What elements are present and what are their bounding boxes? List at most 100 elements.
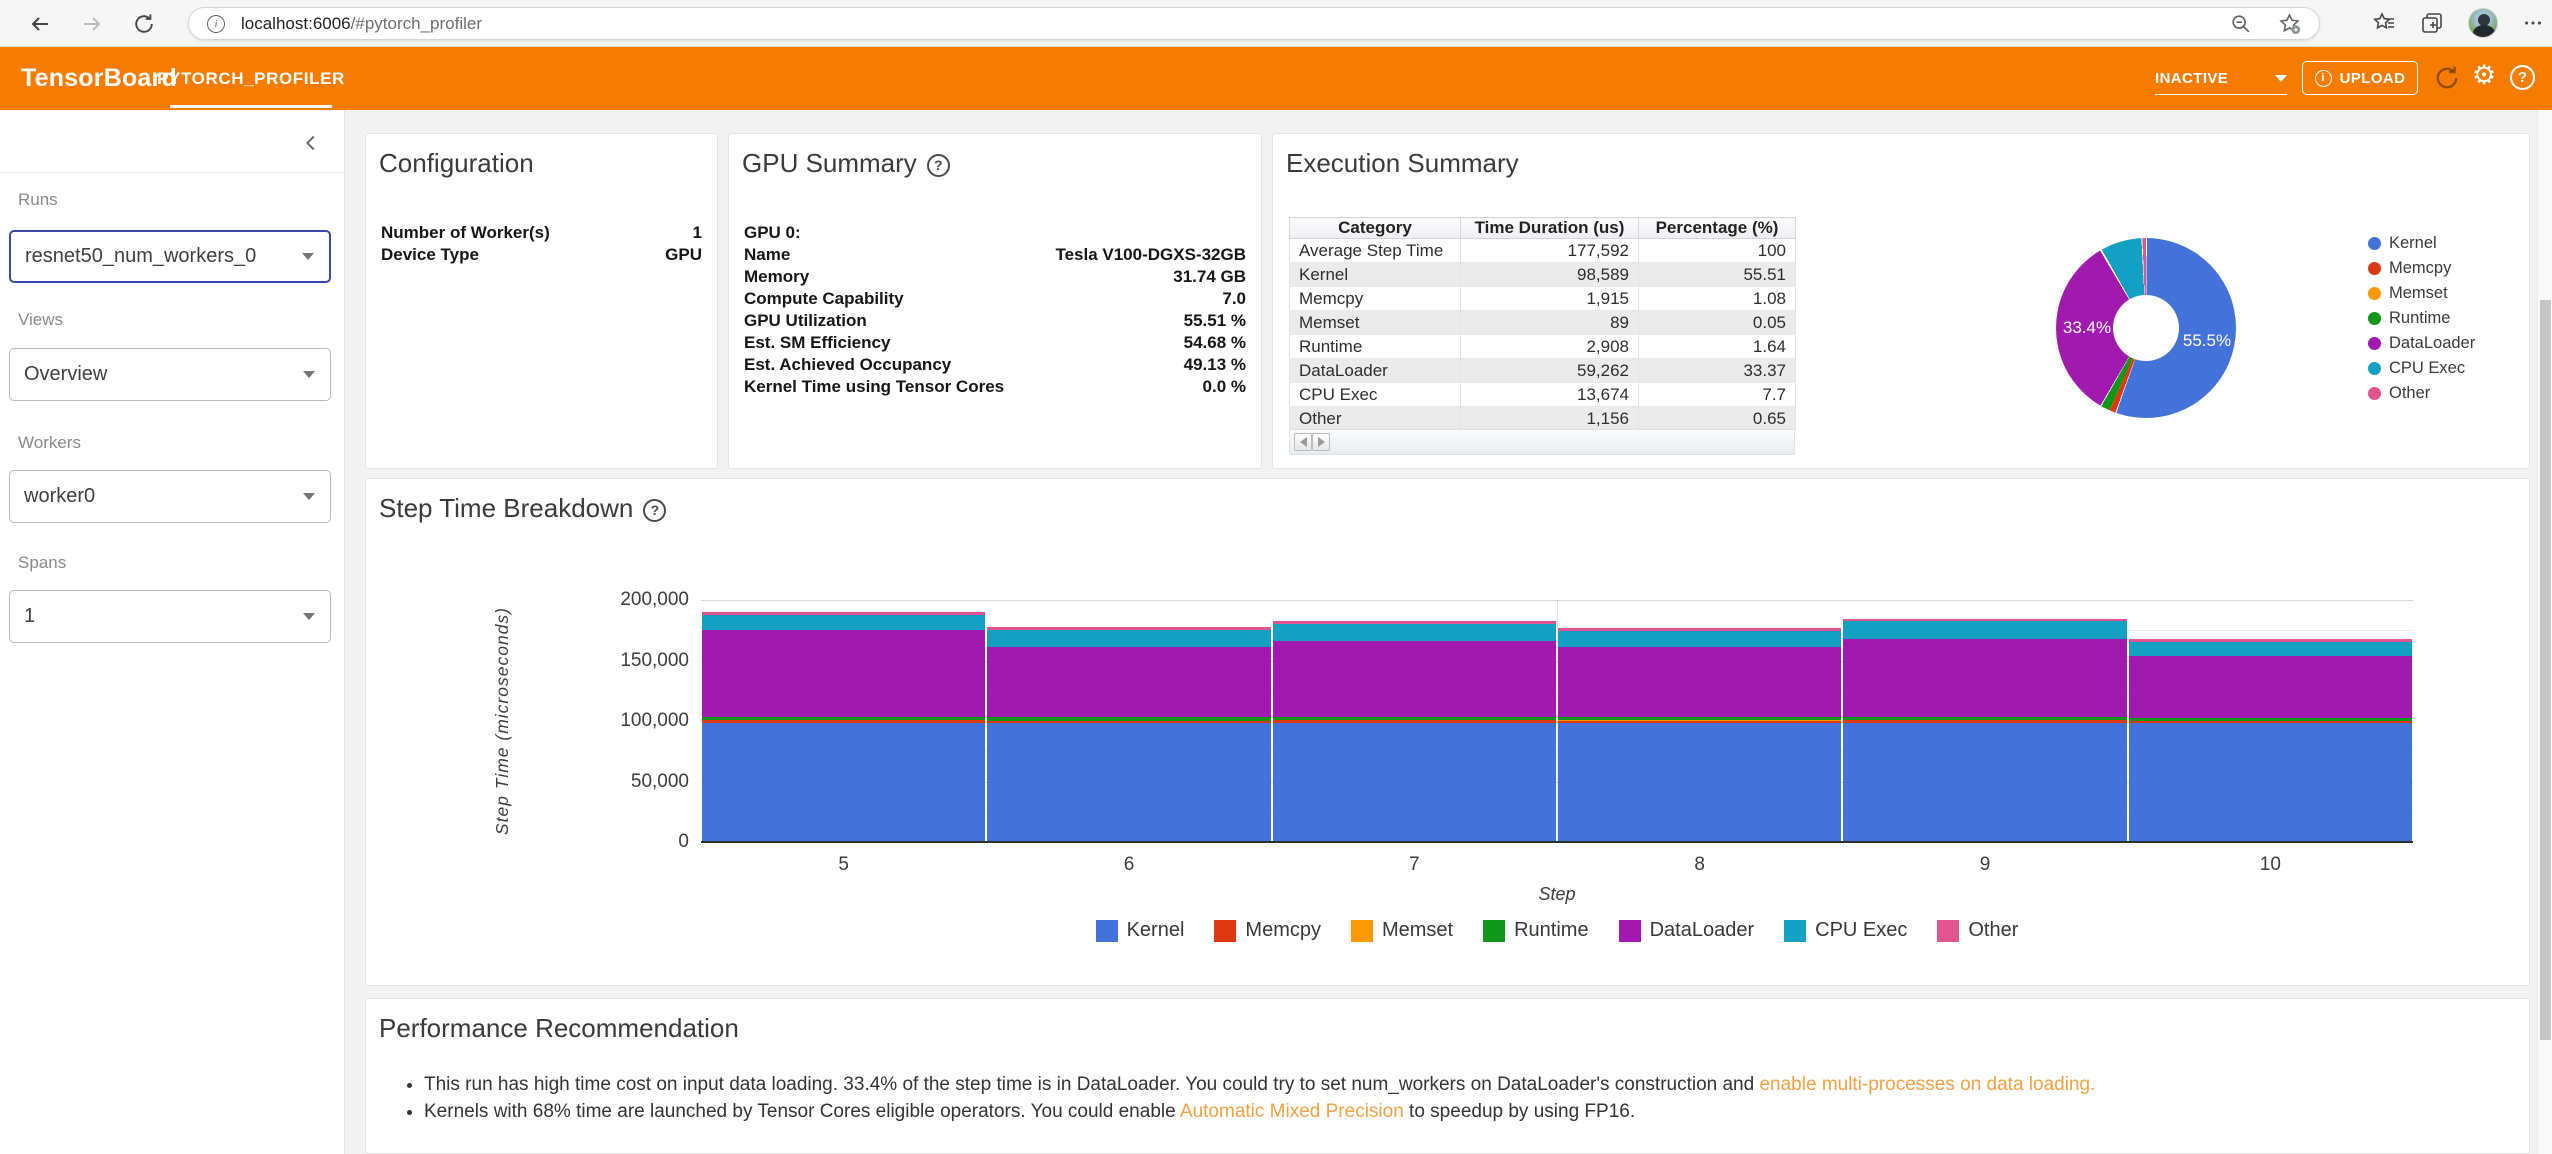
upload-button[interactable]: i UPLOAD — [2302, 61, 2418, 95]
bar-segment-other — [702, 612, 986, 615]
legend-item: Memset — [1350, 919, 1453, 942]
kv-label: Number of Worker(s) — [381, 223, 550, 242]
table-header-cell[interactable]: Category — [1289, 217, 1461, 239]
execution-summary-table: Category Time Duration (us) Percentage (%)… — [1289, 217, 1796, 431]
run-status-dropdown[interactable]: INACTIVE — [2155, 63, 2287, 95]
recommendation-link[interactable]: enable multi-processes on data loading. — [1759, 1074, 2096, 1095]
kv-row: Name Tesla V100-DGXS-32GB — [744, 244, 1246, 266]
runs-label: Runs — [18, 190, 58, 209]
legend-item: Memcpy — [2368, 259, 2475, 278]
table-cell-category: Memcpy — [1289, 286, 1461, 311]
recommendation-text: to speedup by using FP16. — [1403, 1101, 1636, 1122]
browser-menu-icon[interactable] — [2522, 12, 2544, 34]
kv-value: 7.0 — [1222, 289, 1246, 308]
execution-summary-title: Execution Summary — [1286, 148, 1519, 178]
bar-column — [1842, 600, 2127, 842]
browser-forward-icon[interactable] — [76, 8, 108, 40]
browser-back-icon[interactable] — [24, 8, 56, 40]
table-pagination — [1289, 429, 1795, 455]
site-info-icon[interactable]: i — [207, 14, 225, 33]
sidebar-collapse-icon[interactable] — [300, 132, 322, 154]
pie-slice-label: 55.5% — [2182, 331, 2232, 350]
workers-label: Workers — [18, 433, 81, 452]
legend-label: Memcpy — [2389, 259, 2452, 277]
kv-row: Compute Capability 7.0 — [744, 288, 1246, 310]
gridline — [701, 690, 2413, 692]
bar-segment-kernel — [1843, 722, 2127, 842]
zoom-out-icon[interactable] — [2230, 13, 2252, 35]
table-cell-category: DataLoader — [1289, 358, 1461, 383]
table-cell-number: 177,592 — [1460, 238, 1639, 263]
legend-label: Other — [2389, 384, 2431, 402]
bar-column — [2128, 600, 2413, 842]
legend-label: Runtime — [2389, 309, 2451, 327]
x-axis-tick-label: 10 — [2259, 854, 2281, 875]
kv-value: 55.51 % — [1183, 311, 1246, 330]
legend-swatch — [2368, 312, 2381, 325]
gpu-summary-card: GPU Summary ? GPU 0: Name Tesla V100-DGXS-… — [728, 133, 1262, 469]
bar-segment-dataloader — [1558, 647, 1842, 717]
kv-row: GPU Utilization 55.51 % — [744, 310, 1246, 332]
profile-avatar[interactable] — [2468, 8, 2498, 38]
bar-segment-dataloader — [1272, 640, 1556, 717]
donut-hole — [2113, 295, 2179, 361]
performance-recommendation-card: Performance Recommendation This run has … — [365, 998, 2530, 1154]
step-time-breakdown-card: Step Time Breakdown ? Step Time (microse… — [365, 478, 2530, 986]
table-header-cell[interactable]: Percentage (%) — [1638, 217, 1796, 239]
x-axis-tick-label: 6 — [1123, 854, 1135, 875]
workers-select[interactable]: worker0 — [9, 470, 331, 523]
y-axis-tick-label: 200,000 — [620, 589, 689, 610]
help-icon[interactable]: ? — [2510, 65, 2535, 90]
views-label: Views — [18, 310, 64, 329]
table-header-cell[interactable]: Time Duration (us) — [1460, 217, 1639, 239]
browser-refresh-icon[interactable] — [128, 8, 160, 40]
legend-swatch — [1095, 919, 1118, 942]
scrollbar-thumb[interactable] — [2540, 300, 2551, 1040]
chevron-down-icon — [2275, 75, 2287, 82]
legend-label: Memcpy — [1245, 919, 1321, 941]
kv-label: Kernel Time using Tensor Cores — [744, 377, 1005, 396]
kv-label: Device Type — [381, 245, 479, 264]
legend-swatch — [2368, 262, 2381, 275]
configuration-card: Configuration Number of Worker(s) 1 Device… — [365, 133, 718, 469]
vertical-scrollbar[interactable] — [2537, 110, 2552, 1154]
recommendation-link[interactable]: Automatic Mixed Precision — [1179, 1101, 1404, 1122]
page-prev-button[interactable] — [1294, 433, 1312, 451]
reload-data-icon[interactable] — [2434, 65, 2460, 91]
tensorboard-header: TensorBoard PYTORCH_PROFILER INACTIVE i … — [0, 47, 2552, 110]
add-favorite-icon[interactable] — [2278, 12, 2301, 35]
runs-select[interactable]: resnet50_num_workers_0 — [9, 230, 331, 283]
bar-segment-dataloader — [1843, 639, 2127, 717]
bar-segment-cpu-exec — [1843, 621, 2127, 640]
spans-select[interactable]: 1 — [9, 590, 331, 643]
collections-icon[interactable] — [2420, 11, 2444, 35]
kv-value: 31.74 GB — [1173, 267, 1246, 286]
table-row: Average Step Time 177,592 100 — [1289, 238, 1796, 263]
gear-icon[interactable]: ⚙ — [2472, 60, 2497, 91]
bar-segment-cpu-exec — [1272, 623, 1556, 641]
views-select[interactable]: Overview — [9, 348, 331, 401]
execution-pie-chart: 55.5% 33.4% — [2056, 238, 2236, 418]
kv-value: 0.0 % — [1202, 377, 1246, 396]
bar-segment-cpu-exec — [987, 629, 1271, 647]
chevron-down-icon — [303, 371, 315, 378]
table-cell-category: Kernel — [1289, 262, 1461, 287]
help-icon[interactable]: ? — [926, 153, 950, 177]
bar-segment-memcpy — [2128, 721, 2412, 724]
kv-value: Tesla V100-DGXS-32GB — [1055, 245, 1246, 264]
table-row: Kernel 98,589 55.51 — [1289, 262, 1796, 287]
page-next-button[interactable] — [1312, 433, 1330, 451]
bar-segment-dataloader — [2128, 656, 2412, 718]
help-icon[interactable]: ? — [643, 498, 667, 522]
table-cell-number: 2,908 — [1460, 334, 1639, 359]
favorites-bar-icon[interactable] — [2372, 11, 2396, 35]
table-row: Memcpy 1,915 1.08 — [1289, 286, 1796, 311]
table-cell-number: 59,262 — [1460, 358, 1639, 383]
bar-segment-cpu-exec — [2128, 641, 2412, 657]
address-bar[interactable]: i localhost:6006/#pytorch_profiler — [188, 7, 2320, 40]
legend-item: Memset — [2368, 284, 2475, 303]
bar-segment-other — [1272, 621, 1556, 624]
bar-legend: Kernel Memcpy Memset Runtime DataLoader CPU E… — [701, 919, 2413, 942]
tab-pytorch-profiler[interactable]: PYTORCH_PROFILER — [157, 47, 344, 110]
legend-swatch — [1618, 919, 1641, 942]
